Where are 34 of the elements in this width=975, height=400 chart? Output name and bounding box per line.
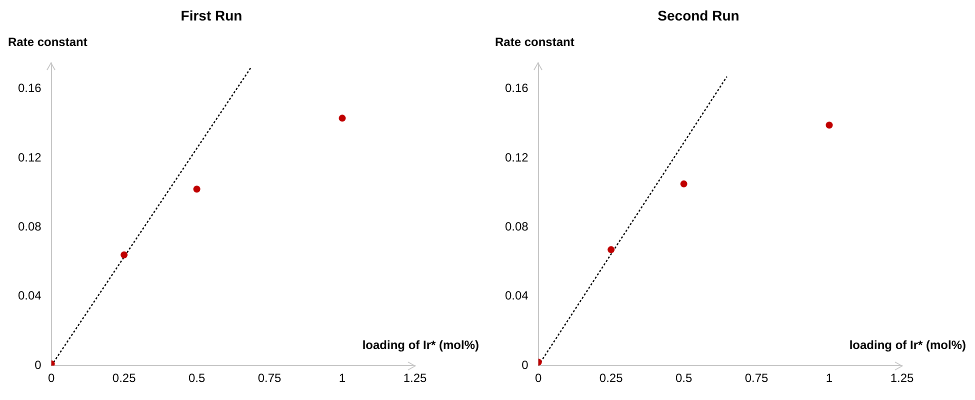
y-axis-title: Rate constant bbox=[495, 35, 574, 50]
y-tick-label: 0.16 bbox=[18, 81, 42, 96]
y-tick-label: 0 bbox=[522, 358, 529, 372]
y-tick-label: 0 bbox=[34, 358, 42, 372]
y-tick-label: 0.04 bbox=[504, 288, 529, 303]
x-axis-title: loading of Ir* (mol%) bbox=[849, 338, 966, 352]
y-axis-title: Rate constant bbox=[8, 35, 88, 50]
x-tick-label: 0 bbox=[48, 371, 56, 386]
x-tick-label: 1.25 bbox=[403, 371, 427, 386]
x-tick-label: 0.5 bbox=[188, 371, 206, 386]
x-tick-label: 0.25 bbox=[599, 371, 624, 386]
x-tick-label: 0.75 bbox=[744, 371, 769, 386]
point bbox=[608, 246, 615, 254]
x-tick-label: 1 bbox=[826, 371, 833, 386]
y-tick-label: 0.08 bbox=[18, 219, 42, 234]
x-tick-label: 0.25 bbox=[112, 371, 136, 386]
y-tick-label: 0.12 bbox=[18, 150, 42, 164]
point bbox=[680, 180, 688, 188]
chart-title: First Run bbox=[180, 7, 242, 24]
y-tick-label: 0.12 bbox=[504, 150, 529, 164]
y-tick-label: 0.16 bbox=[504, 81, 529, 96]
x-tick-label: 1 bbox=[338, 371, 346, 386]
chart-title: Second Run bbox=[658, 7, 740, 24]
x-tick-label: 0.75 bbox=[258, 371, 282, 386]
y-tick-label: 0.08 bbox=[504, 219, 529, 234]
point bbox=[120, 251, 128, 258]
point bbox=[826, 122, 833, 129]
x-tick-label: 0 bbox=[535, 371, 542, 386]
x-tick-label: 1.25 bbox=[890, 371, 914, 386]
point bbox=[193, 186, 200, 193]
y-tick-label: 0.04 bbox=[18, 288, 42, 303]
x-tick-label: 0.5 bbox=[675, 371, 692, 386]
x-axis-title: loading of Ir* (mol%) bbox=[362, 338, 479, 352]
point bbox=[338, 114, 346, 122]
